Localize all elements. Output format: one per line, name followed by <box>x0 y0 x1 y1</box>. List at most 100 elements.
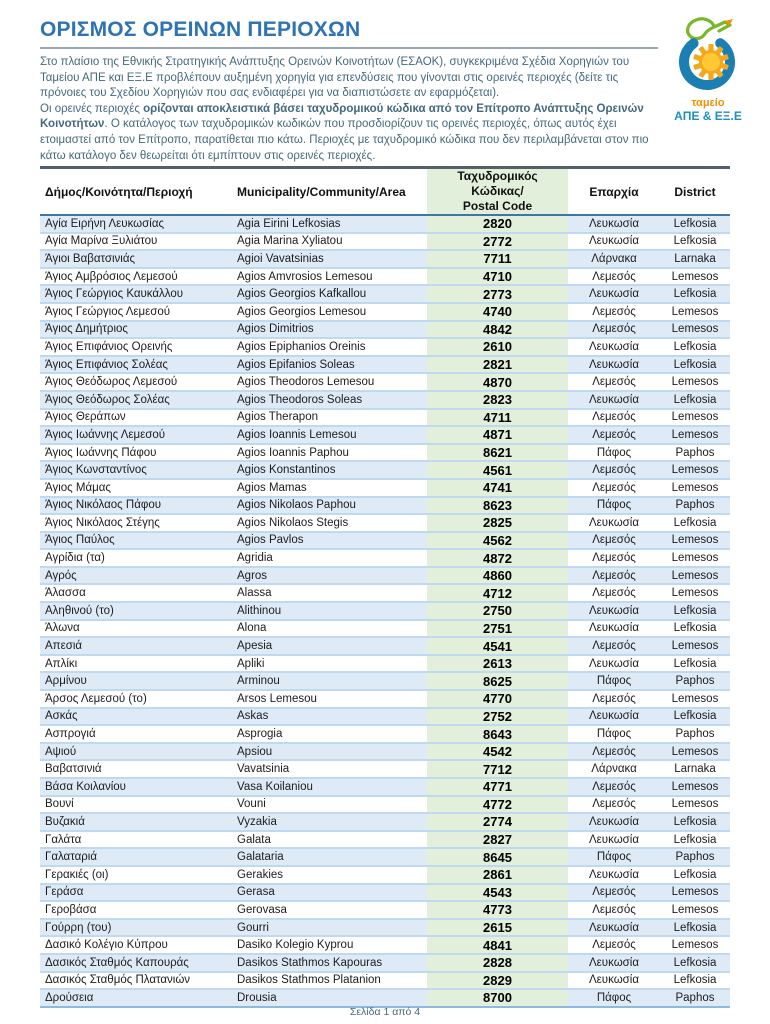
table-row: Ασπρογιά Asprogia 8643 Πάφος Paphos <box>40 725 730 744</box>
logo-text-line1: ταμείο <box>691 97 725 109</box>
greek-name-cell: Αγία Ειρήνη Λευκωσίας <box>40 215 232 234</box>
district-cell: Lefkosia <box>660 215 730 234</box>
english-name-cell: Agros <box>232 566 427 586</box>
greek-name-cell: Γαλάτα <box>40 830 232 850</box>
table-row: Άλασσα Alassa 4712 Λεμεσός Lemesos <box>40 584 730 604</box>
eparchia-cell: Πάφος <box>568 496 660 516</box>
table-row: Αψιού Apsiou 4542 Λεμεσός Lemesos <box>40 742 730 762</box>
table-row: Άγιος Παύλος Agios Pavlos 4562 Λεμεσός Lemes… <box>40 531 730 551</box>
eparchia-cell: Λευκωσία <box>568 813 660 832</box>
greek-name-cell: Γεροβάσα <box>40 901 232 920</box>
table-row: Γαλαταριά Galataria 8645 Πάφος Paphos <box>40 848 730 867</box>
eparchia-cell: Λεμεσός <box>568 267 660 287</box>
table-row: Απεσιά Apesia 4541 Λεμεσός Lemesos <box>40 637 730 656</box>
eparchia-cell: Λευκωσία <box>568 707 660 727</box>
eparchia-cell: Λευκωσία <box>568 390 660 410</box>
district-cell: Lefkosia <box>660 654 730 674</box>
postal-code-cell: 2773 <box>427 285 568 304</box>
eparchia-cell: Λάρνακα <box>568 760 660 779</box>
table-row: Αγρίδια (τα) Agridia 4872 Λεμεσός Lemesos <box>40 549 730 568</box>
english-name-cell: Agios Nikolaos Paphou <box>232 496 427 516</box>
greek-name-cell: Άγιος Μάμας <box>40 478 232 498</box>
english-name-cell: Agioi Vavatsinias <box>232 250 427 269</box>
eparchia-cell: Λεμεσός <box>568 478 660 498</box>
table-row: Άρσος Λεμεσού (το) Arsos Lemesou 4770 Λεμεσ… <box>40 690 730 709</box>
district-cell: Lemesos <box>660 302 730 322</box>
greek-name-cell: Γαλαταριά <box>40 848 232 867</box>
greek-name-cell: Άγιος Δημήτριος <box>40 320 232 340</box>
fund-logo: ταμείο ΑΠΕ & ΕΞ.Ε <box>660 12 756 123</box>
greek-name-cell: Άγιος Ιωάννης Πάφου <box>40 443 232 463</box>
english-name-cell: Apsiou <box>232 742 427 762</box>
greek-name-cell: Άγιος Παύλος <box>40 531 232 551</box>
english-name-cell: Agios Georgios Kafkallou <box>232 285 427 304</box>
english-name-cell: Agios Ioannis Paphou <box>232 443 427 463</box>
eparchia-cell: Λάρνακα <box>568 250 660 269</box>
district-cell: Lemesos <box>660 408 730 428</box>
district-cell: Lefkosia <box>660 813 730 832</box>
english-name-cell: Agridia <box>232 549 427 568</box>
page-number: Σελίδα 1 από 4 <box>349 1006 421 1018</box>
greek-name-cell: Άγιος Κωνσταντίνος <box>40 461 232 480</box>
eparchia-cell: Λευκωσία <box>568 338 660 357</box>
eparchia-cell: Λευκωσία <box>568 918 660 938</box>
district-cell: Lemesos <box>660 795 730 815</box>
header-eparchia: Επαρχία <box>568 167 660 216</box>
eparchia-cell: Λευκωσία <box>568 215 660 234</box>
english-name-cell: Agios Ioannis Lemesou <box>232 426 427 445</box>
postal-code-cell: 2829 <box>427 971 568 991</box>
eparchia-cell: Λευκωσία <box>568 355 660 375</box>
postal-code-cell: 2825 <box>427 514 568 533</box>
eparchia-cell: Λευκωσία <box>568 971 660 991</box>
english-name-cell: Agios Epiphanios Oreinis <box>232 338 427 357</box>
english-name-cell: Apliki <box>232 654 427 674</box>
eparchia-cell: Λεμεσός <box>568 690 660 709</box>
eparchia-cell: Λευκωσία <box>568 232 660 252</box>
table-row: Αγία Μαρίνα Ξυλιάτου Agia Marina Xyliatou… <box>40 232 730 252</box>
postal-code-cell: 2615 <box>427 918 568 938</box>
english-name-cell: Arminou <box>232 672 427 692</box>
eparchia-cell: Λεμεσός <box>568 302 660 322</box>
english-name-cell: Gerakies <box>232 865 427 885</box>
postal-codes-table: Δήμος/Κοινότητα/Περιοχή Municipality/Com… <box>40 166 730 1008</box>
greek-name-cell: Βάσα Κοιλανίου <box>40 778 232 797</box>
district-cell: Lemesos <box>660 478 730 498</box>
english-name-cell: Agios Therapon <box>232 408 427 428</box>
english-name-cell: Alithinou <box>232 602 427 621</box>
table-row: Άγιος Γεώργιος Καυκάλλου Agios Georgios K… <box>40 285 730 304</box>
english-name-cell: Agios Dimitrios <box>232 320 427 340</box>
english-name-cell: Agia Marina Xyliatou <box>232 232 427 252</box>
district-cell: Lefkosia <box>660 918 730 938</box>
english-name-cell: Agios Mamas <box>232 478 427 498</box>
greek-name-cell: Ασπρογιά <box>40 725 232 744</box>
postal-code-cell: 4772 <box>427 795 568 815</box>
eparchia-cell: Λευκωσία <box>568 865 660 885</box>
district-cell: Lemesos <box>660 531 730 551</box>
postal-code-cell: 2613 <box>427 654 568 674</box>
postal-code-cell: 4711 <box>427 408 568 428</box>
english-name-cell: Alona <box>232 619 427 639</box>
district-cell: Paphos <box>660 496 730 516</box>
english-name-cell: Agios Nikolaos Stegis <box>232 514 427 533</box>
eparchia-cell: Λεμεσός <box>568 549 660 568</box>
greek-name-cell: Δασικός Σταθμός Καπουράς <box>40 953 232 973</box>
english-name-cell: Agios Theodoros Lemesou <box>232 373 427 392</box>
eparchia-cell: Λεμεσός <box>568 531 660 551</box>
postal-code-cell: 2752 <box>427 707 568 727</box>
table-row: Γερακιές (οι) Gerakies 2861 Λευκωσία Lefkosi… <box>40 865 730 885</box>
district-cell: Lemesos <box>660 373 730 392</box>
greek-name-cell: Αρμίνου <box>40 672 232 692</box>
greek-name-cell: Άλωνα <box>40 619 232 639</box>
district-cell: Lefkosia <box>660 514 730 533</box>
district-cell: Lefkosia <box>660 619 730 639</box>
postal-code-cell: 8621 <box>427 443 568 463</box>
postal-code-cell: 8623 <box>427 496 568 516</box>
english-name-cell: Vouni <box>232 795 427 815</box>
district-cell: Lefkosia <box>660 232 730 252</box>
table-row: Αρμίνου Arminou 8625 Πάφος Paphos <box>40 672 730 692</box>
table-row: Άγιος Μάμας Agios Mamas 4741 Λεμεσός Lemesos <box>40 478 730 498</box>
table-header: Δήμος/Κοινότητα/Περιοχή Municipality/Com… <box>40 167 730 216</box>
table-row: Γεράσα Gerasa 4543 Λεμεσός Lemesos <box>40 883 730 903</box>
header-district: District <box>660 167 730 216</box>
